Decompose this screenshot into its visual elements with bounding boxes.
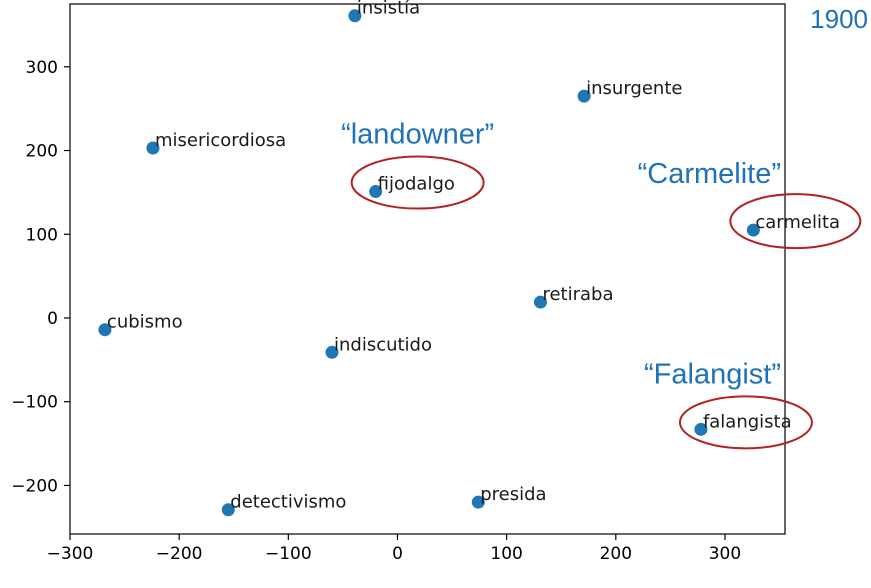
highlight-ring (729, 193, 862, 250)
translation-annotation: “landowner” (341, 119, 494, 151)
data-point-label: retiraba (542, 284, 613, 305)
data-point-label: indiscutido (334, 334, 432, 355)
data-point (221, 503, 235, 517)
x-tick-label: 300 (709, 544, 741, 564)
highlight-ring (350, 155, 485, 210)
data-point-label: falangista (703, 411, 792, 432)
y-tick-label: −100 (11, 393, 58, 413)
y-tick-label: −200 (11, 476, 58, 496)
data-point (471, 495, 485, 509)
data-point (694, 422, 708, 436)
data-point-label: cubismo (107, 312, 183, 333)
x-tick-label: 0 (392, 544, 403, 564)
highlight-ring (678, 395, 813, 450)
y-tick-label: 300 (26, 58, 58, 78)
y-tick-label: 100 (26, 225, 58, 245)
data-point (746, 223, 760, 237)
translation-annotation: “Falangist” (644, 358, 781, 390)
data-point (348, 9, 362, 23)
data-point-label: detectivismo (230, 492, 346, 513)
data-point (325, 345, 339, 359)
data-point-label: presida (480, 484, 546, 505)
data-point-label: misericordiosa (155, 130, 286, 151)
x-tick-label: −200 (156, 544, 203, 564)
x-tick-label: 100 (490, 544, 522, 564)
data-point-label: carmelita (755, 212, 840, 233)
data-point (533, 295, 547, 309)
data-point-label: insistía (357, 0, 420, 19)
data-point (369, 185, 383, 199)
data-point (577, 89, 591, 103)
year-label: 1900 (810, 4, 868, 34)
y-tick-label: 200 (26, 142, 58, 162)
plot-area-frame (69, 3, 786, 535)
y-tick-label: 0 (47, 309, 58, 329)
data-point (146, 141, 160, 155)
translation-annotation: “Carmelite” (638, 158, 781, 190)
data-point-label: insurgente (586, 78, 682, 99)
x-tick-label: −100 (265, 544, 312, 564)
x-tick-label: 200 (600, 544, 632, 564)
data-point-label: fijodalgo (378, 174, 455, 195)
data-point (98, 323, 112, 337)
x-tick-label: −300 (47, 544, 94, 564)
